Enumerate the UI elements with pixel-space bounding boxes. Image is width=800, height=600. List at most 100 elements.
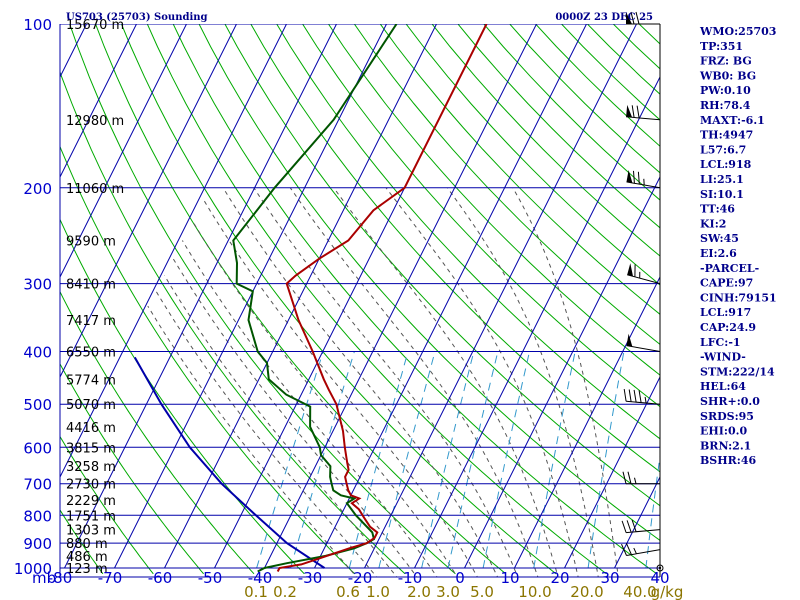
barb-shaft (626, 181, 661, 189)
height-label: 4416 m (66, 421, 116, 436)
dry-adiabat (172, 24, 658, 575)
index-line: TH:4947 (700, 129, 753, 142)
pressure-label: 900 (23, 535, 52, 553)
isotherm (314, 24, 587, 569)
dry-adiabat (146, 24, 607, 575)
isotherm (60, 24, 287, 479)
index-line: CINH:79151 (700, 291, 777, 304)
mixing-ratio-line (421, 351, 475, 569)
index-line: -PARCEL- (700, 262, 759, 275)
index-line: SW:45 (700, 232, 739, 245)
temperature-tick-label: -50 (198, 569, 223, 587)
moist-adiabat (172, 258, 418, 577)
isotherm (60, 24, 187, 279)
barb-pennant (626, 333, 633, 347)
wind-barbs (621, 11, 664, 572)
dry-adiabat (379, 24, 660, 315)
dry-adiabat (120, 24, 557, 575)
temperature-profile (276, 24, 488, 572)
barb-full (630, 11, 635, 25)
barb-shaft (626, 529, 661, 534)
pressure-label: 600 (23, 439, 52, 457)
index-line: LCL:918 (700, 158, 752, 171)
mixing-ratio-label: g/kg (651, 583, 684, 600)
index-line: STM:222/14 (700, 365, 775, 378)
temperature-tick-label: -30 (298, 569, 323, 587)
barb-full (623, 389, 627, 402)
wind-barb (622, 471, 660, 485)
barb-pennant (626, 104, 633, 118)
dry-adiabat (60, 70, 406, 575)
temperature-tick-label: 0 (455, 569, 465, 587)
height-label: 123 m (66, 562, 108, 577)
barb-full (637, 171, 640, 185)
index-line: TP:351 (700, 40, 743, 53)
index-line: WMO:25703 (699, 25, 776, 38)
pressure-label: 800 (23, 507, 52, 525)
plot-frame (59, 24, 661, 578)
index-line: LFC:-1 (700, 336, 741, 349)
pressure-label: 700 (23, 476, 52, 494)
barb-full (638, 390, 642, 403)
height-label: 11060 m (66, 182, 124, 197)
calm-dot (658, 566, 662, 570)
moist-adiabat (385, 187, 579, 577)
height-label: 9590 m (66, 235, 116, 250)
barb-full (635, 11, 640, 25)
wind-barb (621, 519, 661, 534)
barb-full (621, 520, 627, 533)
dry-adiabat (60, 435, 154, 575)
index-line: SRDS:95 (700, 410, 754, 423)
index-line: HEL:64 (700, 380, 746, 393)
index-line: BRN:2.1 (700, 439, 751, 452)
mixing-ratio-label: 10.0 (518, 583, 551, 600)
temperature-tick-label: 10 (500, 569, 519, 587)
moist-adiabat (191, 220, 458, 577)
height-label: 2730 m (66, 478, 116, 493)
index-line: RH:78.4 (700, 99, 751, 112)
isotherm (514, 275, 660, 569)
temperature-tick-label: -40 (248, 569, 273, 587)
temperature-tick-label: 40 (650, 569, 669, 587)
mixing-ratio-label: 0.2 (273, 583, 297, 600)
index-line: FRZ: BG (700, 55, 752, 68)
barb-full (625, 543, 632, 555)
mixing-ratio-label: 20.0 (570, 583, 603, 600)
index-line: KI:2 (700, 217, 726, 230)
height-label: 12980 m (66, 114, 124, 129)
moist-adiabat (147, 305, 358, 577)
pressure-label: 100 (23, 16, 52, 34)
barb-half (633, 547, 637, 554)
dry-adiabat (224, 24, 660, 507)
index-line: CAPE:97 (700, 277, 753, 290)
barb-shaft (627, 274, 661, 285)
valid-time: 0000Z 23 DEC 25 (555, 12, 653, 23)
height-label: 880 m (66, 537, 108, 552)
mixing-ratio-label: 3.0 (436, 583, 460, 600)
moist-adiabat (446, 187, 599, 577)
wind-barb (626, 333, 661, 352)
barb-full (622, 471, 627, 484)
index-line: -WIND- (700, 351, 746, 364)
mixing-ratio-label: 0.6 (336, 583, 360, 600)
dry-adiabat (353, 24, 660, 346)
height-label: 5070 m (66, 398, 116, 413)
pressure-label: 500 (23, 396, 52, 414)
moist-adiabat (181, 240, 438, 577)
height-label: 3815 m (66, 441, 116, 456)
index-line: LI:25.1 (700, 173, 744, 186)
dry-adiabat (60, 290, 255, 575)
index-line: TT:46 (700, 203, 735, 216)
mixing-ratio-label: 2.0 (407, 583, 431, 600)
barb-full (626, 520, 632, 533)
mixing-ratio-label: 40.0 (623, 583, 656, 600)
moist-adiabat (289, 187, 539, 577)
index-line: EI:2.6 (700, 247, 737, 260)
barb-shaft (626, 400, 661, 405)
moist-adiabat (164, 275, 398, 577)
height-label: 1751 m (66, 509, 116, 524)
barb-pennant (626, 170, 633, 183)
index-line: SHR+:0.0 (700, 395, 760, 408)
